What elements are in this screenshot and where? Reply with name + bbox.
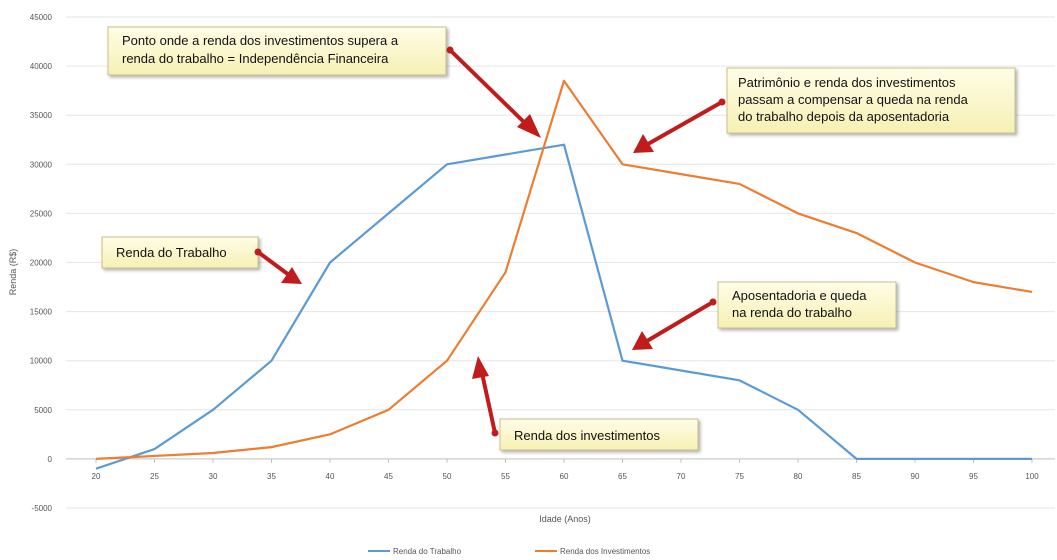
callout-line: do trabalho depois da aposentadoria <box>738 109 950 124</box>
y-tick-label: 5000 <box>34 406 52 415</box>
y-tick-label: 15000 <box>30 308 53 317</box>
callout-box <box>107 26 447 76</box>
y-tick-label: 25000 <box>30 209 53 218</box>
callout-independencia: Ponto onde a renda dos investimentos sup… <box>107 26 447 76</box>
x-tick-label: 80 <box>794 472 803 481</box>
x-tick-label: 70 <box>677 472 686 481</box>
x-tick-label: 20 <box>92 472 101 481</box>
y-tick-label: 40000 <box>30 62 53 71</box>
callout-line: passam a compensar a queda na renda <box>738 92 969 107</box>
x-tick-label: 100 <box>1025 472 1039 481</box>
callout-text: Patrimônio e renda dos investimentos pas… <box>738 75 971 124</box>
x-axis-label: Idade (Anos) <box>539 514 591 524</box>
x-tick-label: 25 <box>150 472 159 481</box>
x-tick-label: 30 <box>209 472 218 481</box>
x-tick-label: 45 <box>384 472 393 481</box>
y-tick-label: 30000 <box>30 160 53 169</box>
callout-aposentadoria: Aposentadoria e queda na renda do trabal… <box>717 281 897 329</box>
series-lines <box>95 79 1033 470</box>
x-tick-label: 65 <box>618 472 627 481</box>
x-tick-label: 50 <box>443 472 452 481</box>
callout-renda-investimentos: Renda dos investimentos <box>499 418 699 451</box>
callout-line: Ponto onde a renda dos investimentos sup… <box>122 33 399 48</box>
callout-line: na renda do trabalho <box>732 305 852 320</box>
x-tick-label: 90 <box>911 472 920 481</box>
y-tick-label: 10000 <box>30 357 53 366</box>
callout-text: Renda do Trabalho <box>116 245 227 260</box>
callout-box <box>499 418 699 451</box>
y-tick-label: 0 <box>48 455 53 464</box>
callout-text: Aposentadoria e queda na renda do trabal… <box>732 288 870 320</box>
y-tick-labels: -5000 0 5000 10000 15000 20000 25000 30000 35000… <box>30 13 53 513</box>
x-tick-label: 55 <box>501 472 510 481</box>
x-tick-label: 35 <box>267 472 276 481</box>
y-tick-label: -5000 <box>32 504 53 513</box>
callout-box <box>101 236 259 269</box>
callout-renda-trabalho: Renda do Trabalho <box>101 236 259 269</box>
callout-line: Aposentadoria e queda <box>732 288 867 303</box>
y-tick-label: 35000 <box>30 111 53 120</box>
callout-line: renda do trabalho = Independência Financ… <box>122 51 389 66</box>
x-tick-labels: 20 25 30 35 40 45 50 55 60 65 70 75 80 85 90 95 100 <box>92 458 1039 481</box>
arrow-icon <box>472 356 499 437</box>
y-tick-label: 20000 <box>30 259 53 268</box>
legend: Renda do Trabalho Renda dos Investimento… <box>368 547 650 556</box>
arrow-icon <box>446 46 541 138</box>
callout-box <box>717 281 897 329</box>
x-tick-label: 95 <box>969 472 978 481</box>
series-line-renda-investimentos <box>95 79 1033 460</box>
x-tick-label: 40 <box>326 472 335 481</box>
y-tick-label: 45000 <box>30 13 53 22</box>
x-tick-label: 75 <box>735 472 744 481</box>
callout-text: Renda dos investimentos <box>514 428 660 443</box>
callout-patrimonio: Patrimônio e renda dos investimentos pas… <box>726 67 1016 134</box>
x-tick-label: 60 <box>560 472 569 481</box>
annotation-arrows <box>254 46 726 437</box>
arrow-icon <box>633 98 726 153</box>
legend-label-investimentos: Renda dos Investimentos <box>560 547 650 556</box>
arrow-icon <box>254 248 302 284</box>
x-tick-label: 85 <box>852 472 861 481</box>
callout-text: Ponto onde a renda dos investimentos sup… <box>122 33 402 66</box>
y-axis-label: Renda (R$) <box>8 249 18 296</box>
legend-label-trabalho: Renda do Trabalho <box>393 547 462 556</box>
callout-line: Patrimônio e renda dos investimentos <box>738 75 956 90</box>
arrow-icon <box>632 298 717 350</box>
callout-box <box>726 67 1016 134</box>
